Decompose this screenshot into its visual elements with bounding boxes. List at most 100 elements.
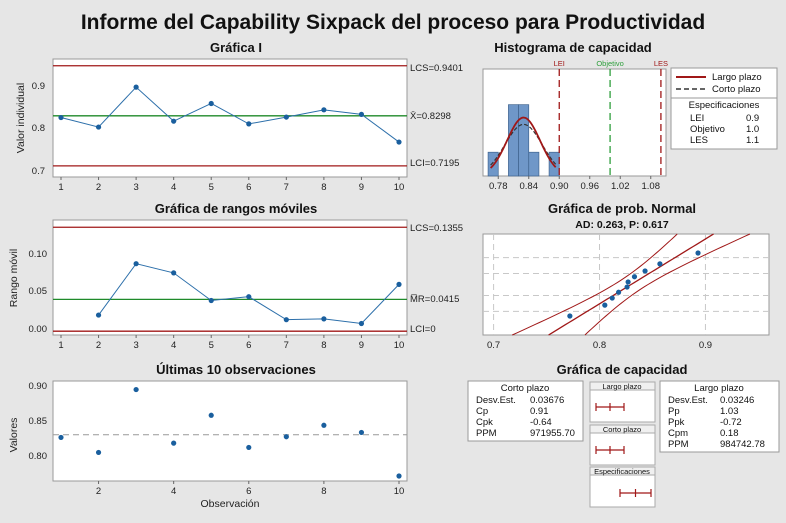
mr-chart-title: Gráfica de rangos móviles [155, 201, 318, 216]
confidence-band [512, 233, 678, 336]
normal-plot: Gráfica de prob. Normal AD: 0.263, P: 0.… [482, 201, 770, 351]
x-tick-label: 4 [171, 340, 176, 351]
spec-row-value: 1.0 [746, 124, 759, 135]
legend-long-term-label: Largo plazo [712, 72, 762, 83]
data-point [396, 139, 402, 145]
i-chart-ytick: 0.9 [32, 81, 45, 92]
last-obs-ytick: 0.85 [29, 416, 48, 427]
data-point [321, 422, 327, 428]
x-tick-label: 0.8 [593, 340, 606, 351]
data-point [615, 289, 622, 295]
mr-chart-lcl-label: LCI=0 [410, 324, 436, 335]
data-point [657, 261, 663, 267]
mr-chart: Gráfica de rangos móviles Rango móvil 0.… [8, 201, 463, 351]
mini-long-term-label: Largo plazo [602, 382, 641, 391]
x-tick-label: 2 [96, 486, 101, 497]
short-term-stat-value: -0.64 [530, 417, 552, 428]
last-obs-ytick: 0.80 [29, 451, 48, 462]
normal-plot-subtitle: AD: 0.263, P: 0.617 [575, 219, 669, 231]
mini-header [589, 381, 656, 391]
report-title: Informe del Capability Sixpack del proce… [81, 11, 705, 34]
x-tick-label: 1 [58, 340, 63, 351]
data-point [396, 281, 402, 287]
mini-short-term-label: Corto plazo [603, 425, 641, 434]
spec-row-label: LEI [690, 113, 704, 124]
data-point [283, 317, 289, 323]
x-tick-label: 4 [171, 182, 176, 193]
mini-header [589, 424, 656, 434]
data-point [95, 449, 102, 456]
data-point [358, 429, 365, 436]
histogram: Histograma de capacidad LEI Objetivo LES0.… [482, 40, 778, 192]
last-obs-chart: Últimas 10 observaciones Valores 0.90 0.… [8, 362, 408, 510]
data-point [396, 473, 402, 479]
long-term-curve [489, 116, 557, 169]
short-term-title: Corto plazo [501, 383, 550, 394]
i-chart-ylabel: Valor individual [15, 83, 27, 153]
fit-line [548, 233, 714, 336]
capability-title: Gráfica de capacidad [557, 362, 688, 377]
i-chart: Gráfica I Valor individual 0.9 0.8 0.7 L… [15, 40, 463, 193]
mr-chart-center-label: M̅R=0.0415 [410, 294, 459, 305]
data-point [133, 84, 139, 90]
short-term-stat-label: PPM [476, 428, 497, 439]
short-term-stat-value: 0.91 [530, 406, 549, 417]
data-point [246, 444, 252, 451]
data-point [95, 124, 102, 130]
data-point [208, 100, 214, 107]
mr-chart-ylabel: Rango móvil [8, 249, 20, 307]
x-tick-label: 3 [133, 182, 138, 193]
last-obs-ytick: 0.90 [29, 381, 48, 392]
mr-chart-ytick: 0.10 [29, 249, 48, 260]
i-chart-center-label: X̄=0.8298 [410, 111, 451, 122]
last-obs-title: Últimas 10 observaciones [156, 362, 316, 377]
x-tick-label: 10 [394, 340, 405, 351]
data-point [58, 114, 64, 121]
spec-line-label: Objetivo [596, 59, 624, 68]
spec-line-label: LEI [554, 59, 565, 68]
long-term-stat-label: Ppk [668, 417, 685, 428]
x-tick-label: 0.90 [550, 181, 569, 192]
mr-chart-plot-area [52, 219, 408, 336]
x-tick-label: 10 [394, 486, 405, 497]
x-tick-label: 2 [96, 340, 101, 351]
x-tick-label: 9 [359, 182, 364, 193]
x-tick-label: 0.7 [487, 340, 500, 351]
x-tick-label: 1.02 [611, 181, 630, 192]
x-tick-label: 0.78 [489, 181, 508, 192]
data-point [642, 268, 648, 274]
data-point [602, 302, 608, 308]
histogram-bar [518, 104, 530, 177]
data-point [208, 412, 214, 418]
i-chart-plot-area [52, 58, 408, 178]
i-chart-ytick: 0.8 [32, 123, 45, 134]
x-tick-label: 0.96 [581, 181, 600, 192]
data-point [208, 297, 214, 304]
histogram-bar [508, 104, 519, 177]
short-term-table [467, 380, 584, 442]
short-term-stat-value: 0.03676 [530, 395, 564, 406]
long-term-title: Largo plazo [694, 383, 744, 394]
confidence-band [584, 233, 751, 336]
data-point [321, 316, 327, 322]
data-point [321, 107, 327, 113]
x-tick-label: 7 [284, 340, 289, 351]
x-tick-label: 8 [321, 486, 326, 497]
spec-table-title: Especificaciones [689, 100, 760, 111]
i-chart-ucl-label: LCS=0.9401 [410, 63, 463, 74]
spec-row-label: Objetivo [690, 124, 725, 135]
histogram-title: Histograma de capacidad [494, 40, 652, 55]
x-tick-label: 4 [171, 486, 176, 497]
legend-short-term-label: Corto plazo [712, 84, 761, 95]
short-term-stat-label: Cp [476, 406, 488, 417]
spec-table [670, 97, 778, 150]
data-point [625, 279, 631, 285]
x-tick-label: 0.9 [699, 340, 712, 351]
x-tick-label: 9 [359, 340, 364, 351]
x-tick-label: 6 [246, 486, 251, 497]
data-point [609, 295, 615, 301]
data-point [171, 118, 177, 124]
mr-chart-ytick: 0.00 [29, 324, 48, 335]
histogram-legend [670, 67, 778, 99]
